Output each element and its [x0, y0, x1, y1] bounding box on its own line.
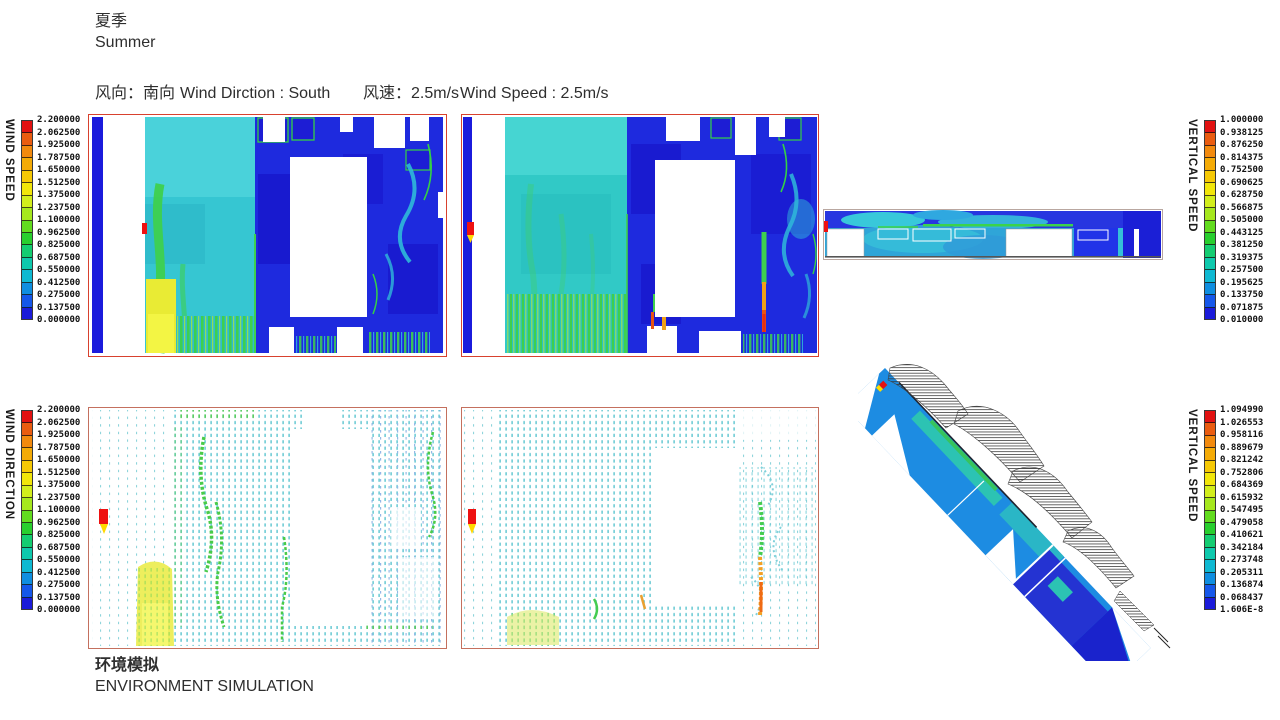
colorbar-title: WIND DIRECTION	[3, 409, 15, 521]
wind-speed-label-zh: 风速：2.5m/s	[363, 85, 460, 102]
colorbar-tick-labels: 2.200000 2.062500 1.925000 1.787500 1.650000…	[37, 115, 81, 325]
plan-contour-left	[88, 114, 447, 357]
wind-direction-label-zh: 风向：南向	[95, 85, 176, 102]
wind-speed-label-en: Wind Speed : 2.5m/s	[460, 85, 609, 102]
season-title-zh: 夏季	[95, 13, 128, 30]
vector-plan-right	[461, 407, 819, 649]
colorbar-wind-speed: WIND SPEED 2.200000 2.062500 1.925000 1.787…	[3, 114, 99, 336]
vector-plan-left	[88, 407, 447, 649]
colorbar-tick-labels: 2.200000 2.062500 1.925000 1.787500 1.650000…	[37, 405, 81, 615]
section-contour	[823, 209, 1163, 262]
colorbar-title: VERTICAL SPEED	[1186, 409, 1198, 523]
colorbar-title: WIND SPEED	[3, 119, 15, 202]
colorbar-wind-direction: WIND DIRECTION 2.200000 2.062500 1.925000 1…	[3, 404, 99, 626]
vector-plan-right-svg	[461, 407, 819, 649]
colorbar-title: VERTICAL SPEED	[1186, 119, 1198, 233]
colorbar-strip	[1204, 120, 1216, 320]
colorbar-strip	[21, 410, 33, 610]
colorbar-tick-labels: 1.000000 0.938125 0.876250 0.814375 0.752500…	[1220, 115, 1264, 325]
colorbar-strip	[21, 120, 33, 320]
caption-en: ENVIRONMENT SIMULATION	[95, 678, 314, 695]
section-contour-svg	[823, 209, 1163, 260]
season-title-en: Summer	[95, 34, 156, 51]
plan-contour-right	[461, 114, 819, 357]
plan-contour-right-svg	[461, 114, 819, 357]
axon-3d-view	[858, 356, 1180, 661]
colorbar-vertical-speed-top: VERTICAL SPEED 1.000000 0.938125 0.876250 0…	[1186, 114, 1280, 336]
plan-contour-left-svg	[88, 114, 447, 357]
axon-3d-view-svg	[858, 364, 1171, 661]
colorbar-vertical-speed-bottom: VERTICAL SPEED 1.094990 1.026553 0.958116 0…	[1186, 404, 1280, 626]
colorbar-tick-labels: 1.094990 1.026553 0.958116 0.889679 0.821242…	[1220, 405, 1264, 615]
wind-direction-label-en: Wind Dirction : South	[180, 85, 331, 102]
caption-zh: 环境模拟	[95, 657, 160, 674]
colorbar-strip	[1204, 410, 1216, 610]
vector-plan-left-svg	[88, 407, 447, 649]
